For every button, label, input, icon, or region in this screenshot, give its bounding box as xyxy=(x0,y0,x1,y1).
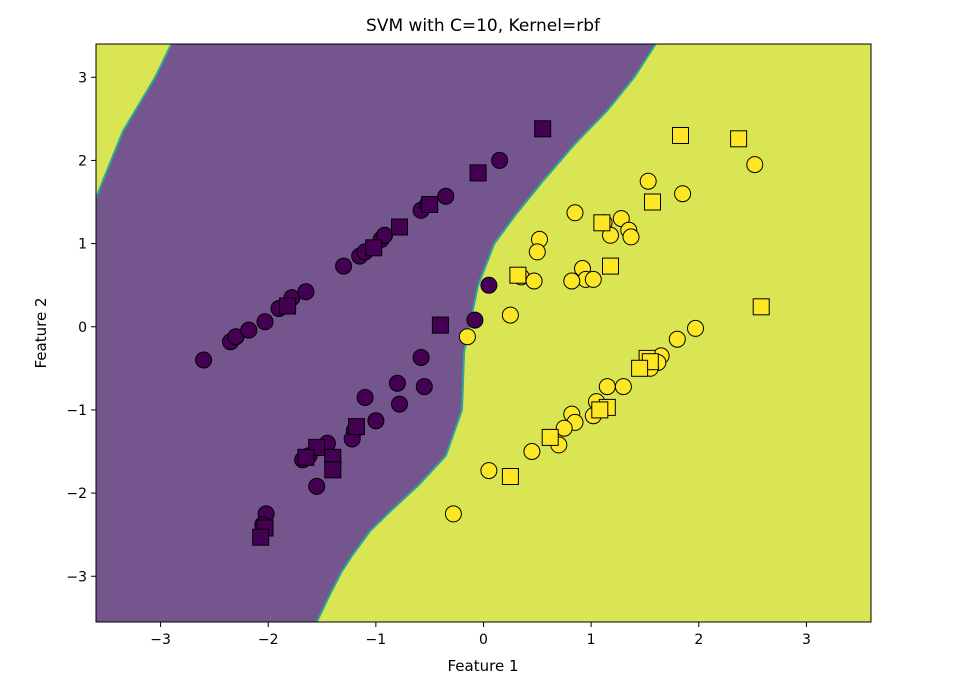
x-axis-ticks: −3 −2 −1 0 1 2 3 xyxy=(150,622,811,648)
test-point-class-0 xyxy=(297,448,315,466)
x-tick-label: 0 xyxy=(479,632,488,648)
train-point-class-0 xyxy=(391,395,408,413)
train-point-class-1 xyxy=(566,204,584,222)
train-point-class-1 xyxy=(614,378,632,396)
train-point-class-1 xyxy=(598,378,616,396)
train-point-class-1 xyxy=(501,306,519,324)
train-point-class-0 xyxy=(308,477,326,495)
test-point-class-0 xyxy=(391,218,408,236)
decision-boundary-line-top-left xyxy=(95,43,173,199)
test-point-class-0 xyxy=(534,120,552,138)
test-point-class-1 xyxy=(602,257,619,275)
y-tick-label: −3 xyxy=(66,569,87,585)
test-point-class-0 xyxy=(431,316,449,334)
y-tick-label: 2 xyxy=(78,153,87,169)
train-point-class-1 xyxy=(746,156,764,174)
plot-area xyxy=(95,43,872,623)
train-point-class-1 xyxy=(674,185,692,203)
x-tick-label: 1 xyxy=(587,632,596,648)
x-tick-label: −1 xyxy=(366,632,387,648)
y-axis-ticks: −3 −2 −1 0 1 2 3 xyxy=(66,70,96,585)
train-point-class-1 xyxy=(555,419,573,437)
train-point-class-1 xyxy=(525,272,543,290)
test-point-class-1 xyxy=(752,298,770,316)
y-tick-label: 1 xyxy=(78,237,87,253)
train-point-class-1 xyxy=(480,462,498,480)
train-point-class-1 xyxy=(687,319,704,337)
x-tick-label: −3 xyxy=(150,632,171,648)
train-point-class-0 xyxy=(480,276,498,294)
y-tick-label: −2 xyxy=(66,486,87,502)
test-point-class-0 xyxy=(279,297,297,315)
train-point-class-0 xyxy=(195,351,213,369)
y-tick-label: 3 xyxy=(78,70,87,86)
test-point-class-1 xyxy=(730,130,748,148)
decision-region-class-0 xyxy=(96,44,656,622)
train-point-class-0 xyxy=(297,283,315,301)
decision-boundary-line xyxy=(315,43,657,623)
test-point-class-1 xyxy=(509,266,527,284)
test-point-class-0 xyxy=(469,164,487,182)
train-point-class-1 xyxy=(639,172,657,190)
train-point-class-0 xyxy=(466,311,484,329)
train-point-class-0 xyxy=(412,349,430,366)
test-point-class-1 xyxy=(501,468,519,485)
test-point-class-0 xyxy=(252,528,270,546)
x-tick-label: 2 xyxy=(694,632,703,648)
train-point-class-0 xyxy=(240,321,258,339)
test-point-class-1 xyxy=(644,193,661,211)
train-point-class-0 xyxy=(437,187,455,205)
chart-title: SVM with C=10, Kernel=rbf xyxy=(366,16,601,36)
train-point-class-0 xyxy=(256,313,274,331)
test-point-class-0 xyxy=(365,239,383,257)
train-point-class-1 xyxy=(444,505,462,523)
train-point-class-0 xyxy=(367,412,385,430)
y-axis-label: Feature 2 xyxy=(32,298,50,369)
train-point-class-0 xyxy=(491,151,509,169)
train-point-class-0 xyxy=(388,374,406,392)
train-point-class-0 xyxy=(335,257,353,275)
train-point-class-0 xyxy=(356,389,374,406)
y-tick-label: 0 xyxy=(78,320,87,336)
train-point-class-1 xyxy=(523,443,541,460)
test-point-class-1 xyxy=(541,428,559,446)
x-axis-label: Feature 1 xyxy=(448,657,519,675)
y-tick-label: −1 xyxy=(66,403,87,419)
data-points xyxy=(195,120,770,546)
train-point-class-1 xyxy=(458,328,476,346)
test-point-class-0 xyxy=(348,418,365,436)
train-point-class-1 xyxy=(622,228,640,246)
test-point-class-1 xyxy=(672,127,689,144)
x-tick-label: 3 xyxy=(802,632,811,648)
train-point-class-1 xyxy=(584,270,602,288)
train-point-class-1 xyxy=(563,272,581,290)
train-point-class-1 xyxy=(528,243,546,261)
test-point-class-0 xyxy=(421,196,439,213)
test-point-class-1 xyxy=(593,214,611,232)
test-point-class-1 xyxy=(631,359,649,377)
train-point-class-0 xyxy=(415,378,433,396)
x-tick-label: −2 xyxy=(258,632,279,648)
test-point-class-0 xyxy=(324,461,342,479)
test-point-class-1 xyxy=(591,401,609,419)
train-point-class-1 xyxy=(668,330,686,348)
